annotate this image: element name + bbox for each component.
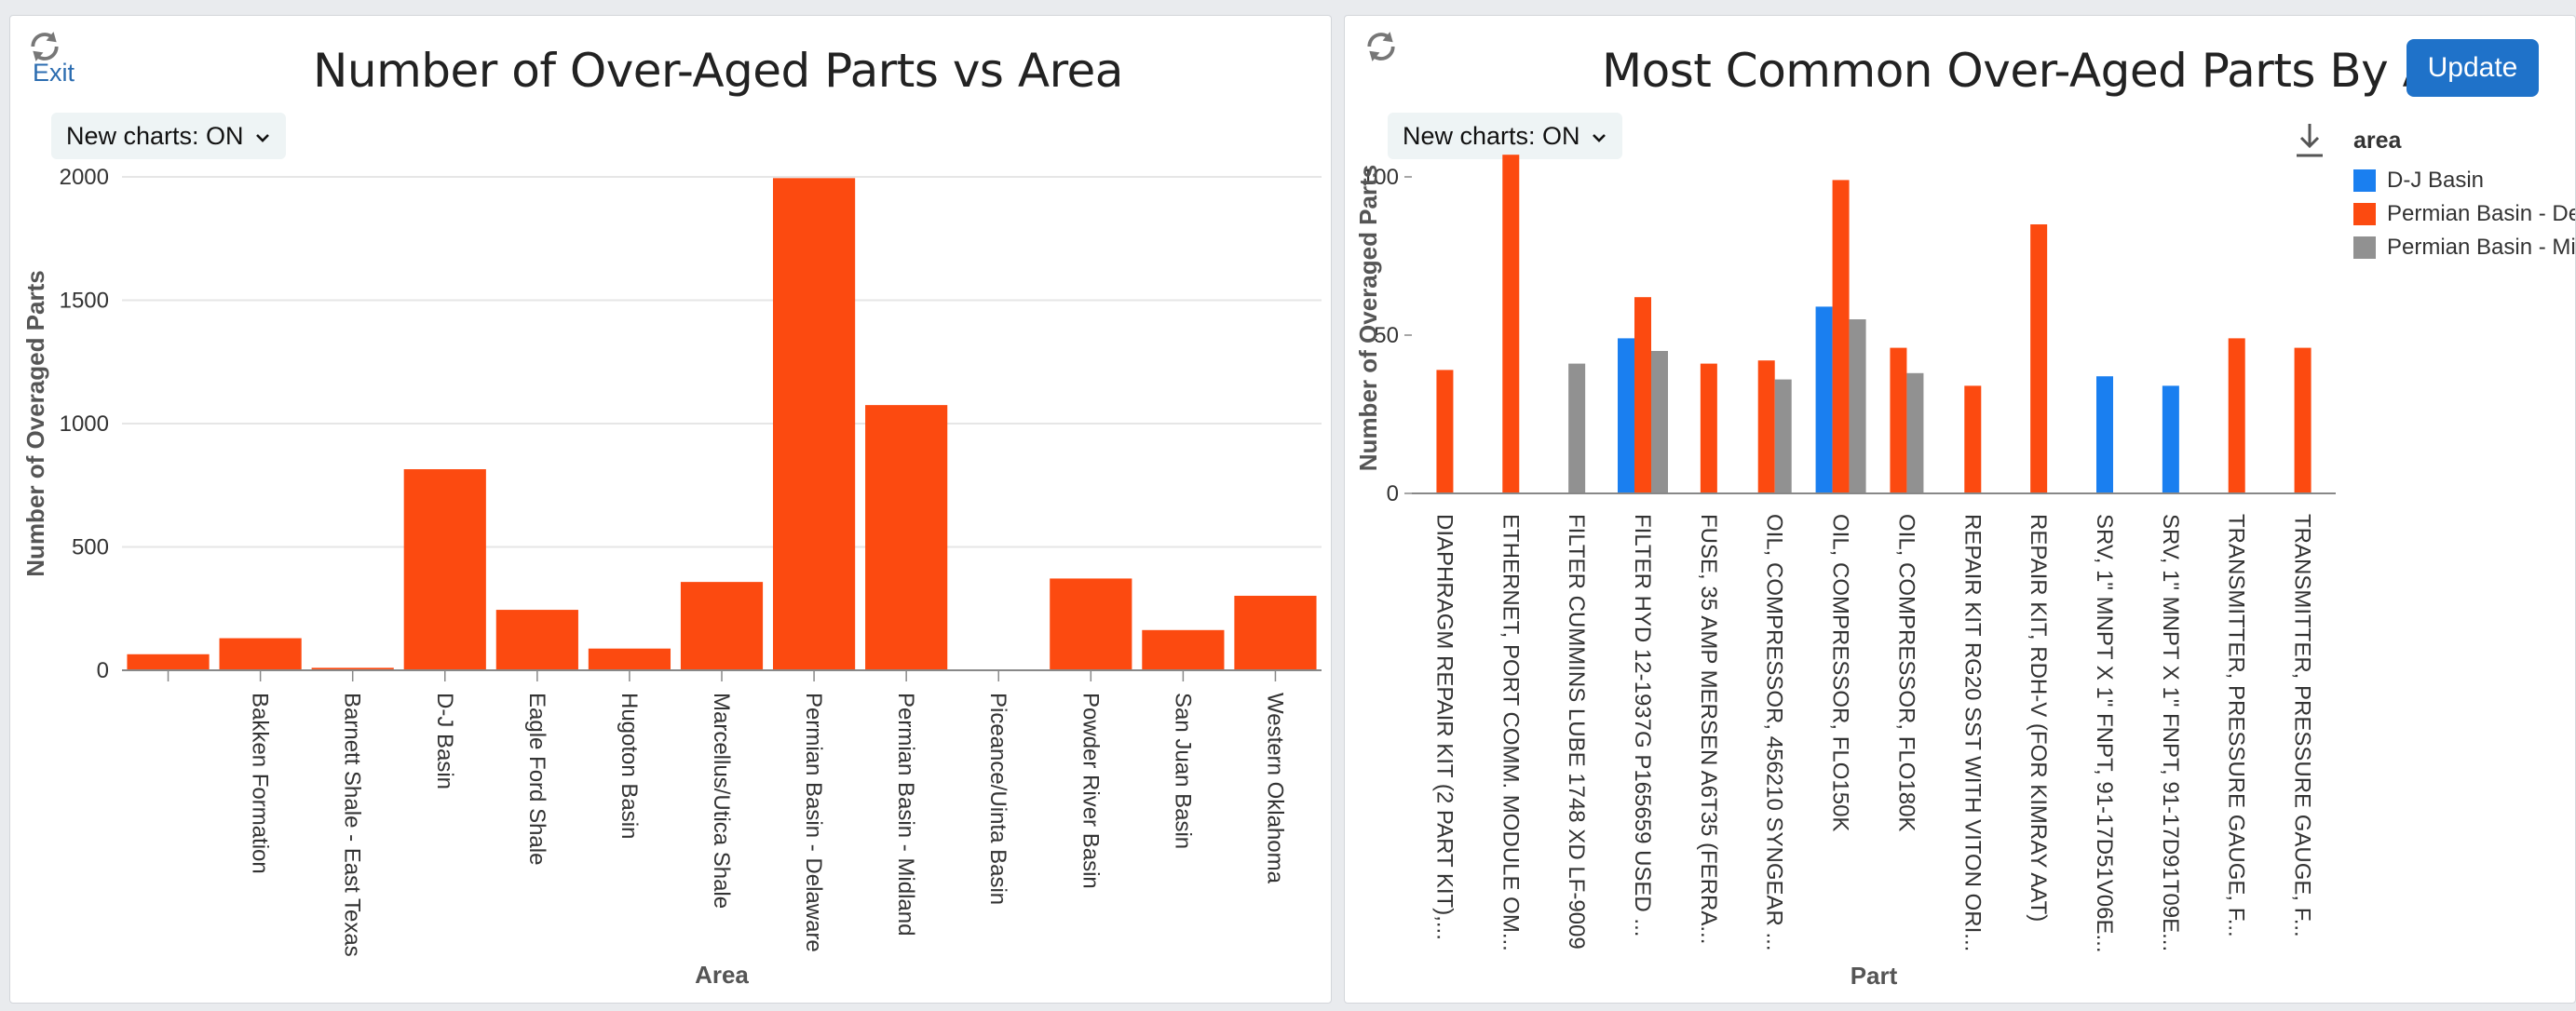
x-tick-label: Bakken Formation (248, 693, 273, 874)
bar (772, 178, 856, 670)
y-axis-title: Number of Overaged Parts (21, 270, 49, 576)
bar (1651, 351, 1668, 493)
download-icon[interactable] (2293, 115, 2326, 161)
x-tick-label: Eagle Ford Shale (524, 693, 549, 865)
x-axis-title: Area (695, 961, 749, 989)
y-tick-label: 500 (72, 535, 109, 560)
update-button[interactable]: Update (2407, 39, 2539, 97)
x-tick-label: TRANSMITTER, PRESSURE GAUGE, F... (2290, 514, 2315, 937)
bar (680, 582, 764, 670)
bar (1700, 363, 1717, 493)
bar (1832, 180, 1850, 493)
x-tick-label: San Juan Basin (1170, 693, 1195, 849)
y-tick-label: 2000 (60, 165, 109, 190)
x-tick-label: TRANSMITTER, PRESSURE GAUGE, F... (2224, 514, 2249, 937)
x-tick-label: OIL, COMPRESSOR, FLO180K (1893, 514, 1918, 831)
bar (1815, 306, 1833, 493)
new-charts-label: New charts: ON (66, 122, 244, 150)
parts-grouped-bar-chart: 0 50 100 DIAPHRAGM REPAIR KIT (2 PART KIT),… (1354, 155, 2336, 990)
bar (495, 610, 578, 670)
bar (2228, 338, 2245, 493)
bar (1234, 595, 1317, 670)
bar (1436, 370, 1454, 493)
refresh-icon[interactable] (27, 29, 62, 64)
legend-label: Permian Basin - Mi (2387, 235, 2576, 260)
bar (219, 638, 302, 670)
chart-title: Most Common Over-Aged Parts By Area (1602, 44, 2508, 98)
x-tick-label: Hugoton Basin (617, 693, 642, 839)
bar (2096, 376, 2113, 493)
left-chart-panel: Exit Number of Over-Aged Parts vs Area N… (9, 15, 1332, 1004)
y-tick-label: 100 (1362, 165, 1399, 190)
x-tick-label: D-J Basin (432, 693, 457, 789)
x-tick-label: Marcellus/Utica Shale (709, 693, 734, 909)
right-chart-panel: Most Common Over-Aged Parts By Area Upda… (1344, 15, 2576, 1004)
y-tick-label: 0 (1387, 481, 1399, 506)
legend-swatch (2353, 236, 2376, 259)
exit-link[interactable]: Exit (33, 59, 75, 87)
new-charts-label: New charts: ON (1403, 122, 1580, 150)
bar (1964, 385, 1982, 493)
x-tick-label: Permian Basin - Midland (893, 693, 918, 936)
new-charts-toggle[interactable]: New charts: ON (1388, 113, 1623, 159)
y-tick-label: 50 (1374, 323, 1399, 348)
x-tick-label: REPAIR KIT RG20 SST WITH VITON ORI... (1959, 514, 1985, 951)
y-axis-title: Number of Overaged Parts (1354, 165, 1382, 471)
x-axis-title: Part (1851, 962, 1898, 990)
bar (1050, 578, 1132, 670)
chevron-down-icon (1593, 133, 1606, 142)
chart-title: Number of Over-Aged Parts vs Area (313, 44, 1123, 98)
refresh-icon[interactable] (1363, 29, 1399, 64)
x-tick-label: Piceance/Uinta Basin (985, 693, 1010, 905)
x-tick-label: REPAIR KIT, RDH-V (FOR KIMRAY AAT) (2026, 514, 2051, 922)
bar (1774, 379, 1792, 493)
legend-item-delaware[interactable]: Permian Basin - De (2353, 197, 2576, 231)
bar (403, 469, 486, 670)
bar (311, 667, 394, 670)
bar (1890, 347, 1907, 493)
legend-swatch (2353, 169, 2376, 192)
legend-label: Permian Basin - De (2387, 201, 2576, 226)
chart-legend: area D-J Basin Permian Basin - De Permia… (2353, 128, 2576, 264)
bar (1502, 155, 1520, 493)
bar (2162, 385, 2179, 493)
x-tick-label: OIL, COMPRESSOR, 456210 SYNGEAR ... (1762, 514, 1787, 951)
x-tick-label: FUSE, 35 AMP MERSEN A6T35 (FERRA... (1696, 514, 1721, 944)
legend-label: D-J Basin (2387, 168, 2485, 193)
bar (1142, 629, 1225, 670)
legend-title: area (2353, 128, 2402, 154)
x-tick-label: SRV, 1" MNPT X 1" FNPT, 91-17D51V06E... (2092, 514, 2117, 952)
bar (1568, 363, 1586, 493)
bar (2030, 224, 2048, 493)
chevron-down-icon (256, 133, 269, 142)
new-charts-toggle[interactable]: New charts: ON (51, 113, 287, 159)
x-tick-label: Permian Basin - Delaware (801, 693, 826, 952)
x-tick-label: SRV, 1" MNPT X 1" FNPT, 91-17D91T09E... (2158, 514, 2183, 951)
bar (1849, 319, 1866, 493)
bar (1757, 360, 1775, 493)
bar (1906, 372, 1924, 493)
legend-item-dj[interactable]: D-J Basin (2353, 164, 2575, 197)
bar (588, 648, 671, 670)
x-tick-label: DIAPHRAGM REPAIR KIT (2 PART KIT),... (1431, 514, 1457, 940)
legend-item-midland[interactable]: Permian Basin - Mi (2353, 231, 2576, 264)
bar (1634, 297, 1651, 493)
x-tick-label: Barnett Shale - East Texas (340, 693, 365, 957)
x-tick-label: FILTER HYD 12-1937G P165659 USED ... (1630, 514, 1655, 937)
bar (127, 654, 210, 670)
x-tick-label: ETHERNET, PORT COMM. MODULE OM... (1498, 514, 1523, 951)
x-tick-label: Western Oklahoma (1262, 693, 1287, 884)
bar (2294, 347, 2312, 493)
bar (865, 405, 948, 670)
y-tick-label: 0 (97, 658, 109, 683)
legend-swatch (2353, 203, 2376, 225)
bar (1618, 338, 1634, 493)
x-tick-label: Powder River Basin (1078, 693, 1103, 889)
x-tick-label: FILTER CUMMINS LUBE 1748 XD LF-9009 (1564, 514, 1589, 950)
y-tick-label: 1000 (60, 411, 109, 437)
y-tick-label: 1500 (60, 289, 109, 314)
area-bar-chart: 0 500 1000 1500 2000 Bakken Formation Barnett … (21, 165, 1322, 989)
x-tick-label: OIL, COMPRESSOR, FLO150K (1828, 514, 1853, 831)
